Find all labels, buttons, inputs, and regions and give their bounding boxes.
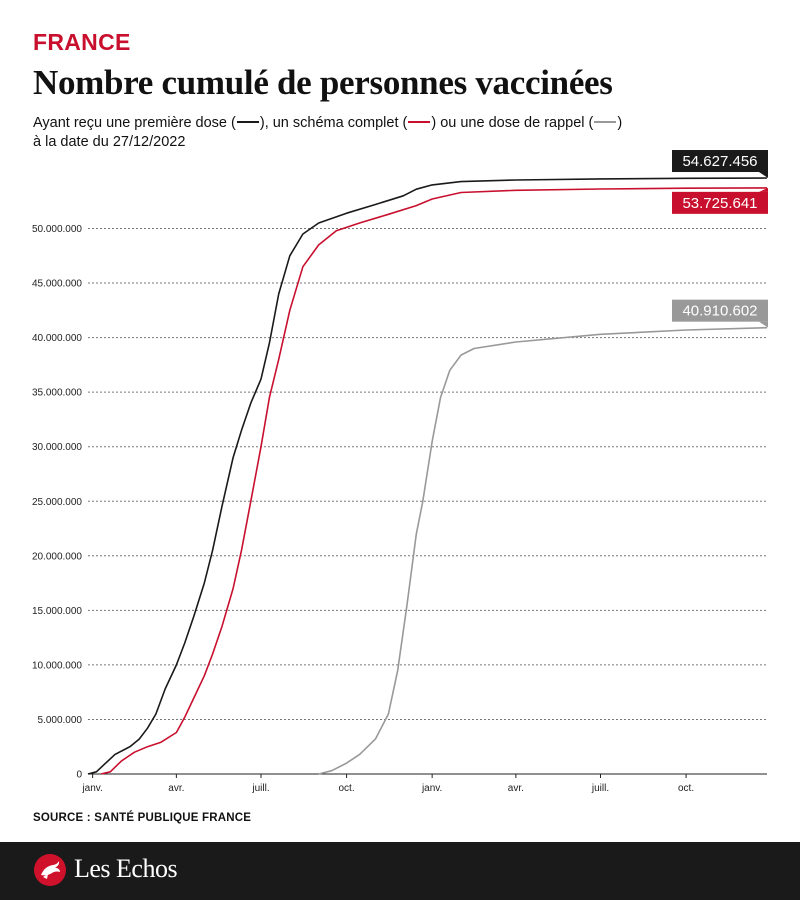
end-label-schema_complet: 53.725.641 <box>672 187 768 214</box>
y-tick-label: 25.000.000 <box>32 497 82 508</box>
subtitle-date: à la date du 27/12/2022 <box>33 134 186 150</box>
legend-swatch-rappel <box>594 121 617 124</box>
x-tick-label: avr. <box>168 783 184 794</box>
end-label-premiere_dose: 54.627.456 <box>672 150 768 179</box>
x-tick-label: janv. <box>421 783 442 794</box>
y-tick-label: 40.000.000 <box>32 333 82 344</box>
x-tick-label: juill. <box>591 783 609 794</box>
y-tick-label: 35.000.000 <box>32 388 82 399</box>
subtitle-text: ), un schéma complet ( <box>259 115 408 131</box>
x-tick-label: oct. <box>339 783 355 794</box>
les-echos-logo-text: Les Echos <box>74 854 178 883</box>
series-line-rappel <box>318 326 768 775</box>
end-label-rappel: 40.910.602 <box>672 299 768 328</box>
end-label-pointer <box>759 321 768 328</box>
subtitle-text: ) ou une dose de rappel ( <box>431 115 594 131</box>
end-label-pointer <box>759 172 768 179</box>
end-label-box <box>672 299 768 322</box>
subtitle-text: Ayant reçu une première dose ( <box>33 115 236 131</box>
legend-swatch-schema-complet <box>408 121 431 124</box>
les-echos-logo-icon <box>34 854 66 886</box>
y-tick-label: 45.000.000 <box>32 279 82 290</box>
x-tick-label: oct. <box>678 783 694 794</box>
y-tick-label: 15.000.000 <box>32 606 82 617</box>
kicker: FRANCE <box>33 29 131 55</box>
end-label-value: 53.725.641 <box>682 195 757 212</box>
subtitle-text: ) <box>617 115 623 131</box>
chart-title: Nombre cumulé de personnes vaccinées <box>33 63 613 102</box>
x-tick-label: avr. <box>508 783 524 794</box>
x-tick-label: juill. <box>251 783 269 794</box>
x-tick-label: janv. <box>81 783 102 794</box>
series-line-schema_complet <box>100 187 768 775</box>
y-tick-label: 20.000.000 <box>32 551 82 562</box>
y-tick-label: 50.000.000 <box>32 224 82 235</box>
footer-bar: Les Echos <box>0 842 800 900</box>
end-label-value: 40.910.602 <box>682 303 757 320</box>
end-label-box <box>672 191 768 214</box>
source-note: SOURCE : SANTÉ PUBLIQUE FRANCE <box>33 812 252 824</box>
chart-subtitle: Ayant reçu une première dose ( ), un sché… <box>33 114 773 152</box>
legend-swatch-premiere-dose <box>236 121 259 124</box>
end-label-value: 54.627.456 <box>682 153 757 170</box>
y-tick-label: 10.000.000 <box>32 660 82 671</box>
line-chart: 0 5.000.000 10.000.000 15.000.000 20.000.000… <box>32 150 768 794</box>
y-tick-label: 0 <box>76 770 82 781</box>
end-label-box <box>672 150 768 173</box>
y-tick-label: 5.000.000 <box>38 715 83 726</box>
end-label-pointer <box>759 187 768 192</box>
series-line-premiere_dose <box>87 177 768 775</box>
y-tick-label: 30.000.000 <box>32 442 82 453</box>
